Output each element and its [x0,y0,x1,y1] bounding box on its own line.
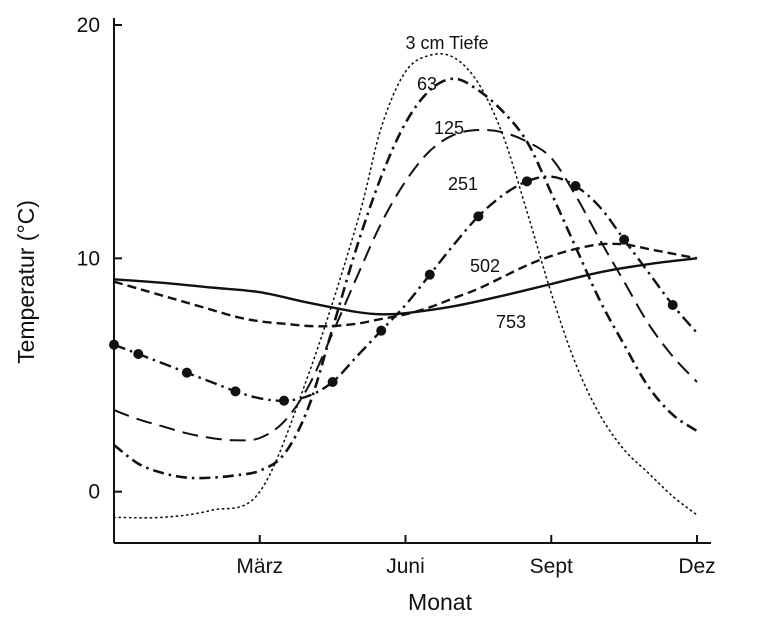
series-251-marker [109,339,119,350]
series-251-marker [667,300,678,310]
series-251-marker [473,211,484,222]
series-251-marker [230,386,241,397]
series-251-marker [133,349,144,359]
series-251-marker [619,234,630,245]
series-753-line [113,257,698,316]
x-tick-label: März [236,555,283,578]
series-63-label: 63 [417,74,437,94]
series-251-marker [181,367,192,378]
series-502-label: 502 [470,256,500,276]
series-753-label: 753 [496,312,526,332]
series-125-line [113,128,698,442]
y-tick-label: 20 [77,14,100,37]
x-axis-title: Monat [408,589,473,615]
series-3-cm-tiefe-label: 3 cm Tiefe [405,33,488,53]
series-251-label: 251 [448,174,478,194]
series-63-line [113,77,698,480]
y-tick-label: 10 [77,247,100,270]
y-axis-title: Temperatur (°C) [13,200,39,364]
y-axis-ticks: 0 10 20 [77,14,122,504]
series-251-marker [521,176,532,187]
series-labels: 3 cm Tiefe 63 125 251 502 753 [405,33,526,332]
y-tick-label: 0 [88,481,100,504]
x-tick-label: Dez [678,555,715,578]
series-251-line [113,175,698,402]
series-125-label: 125 [434,118,464,138]
series-251-marker [279,395,290,406]
series-layer [109,53,698,519]
series-251-marker [424,269,435,280]
series-251-marker [376,325,387,336]
series-251-marker [570,181,581,191]
x-tick-label: Juni [386,555,425,578]
plot-frame [113,18,711,544]
series-3-cm-tiefe-line [113,53,698,519]
x-tick-label: Sept [530,555,573,578]
x-axis-ticks: März Juni Sept Dez [236,535,716,578]
series-251-marker [327,377,338,387]
